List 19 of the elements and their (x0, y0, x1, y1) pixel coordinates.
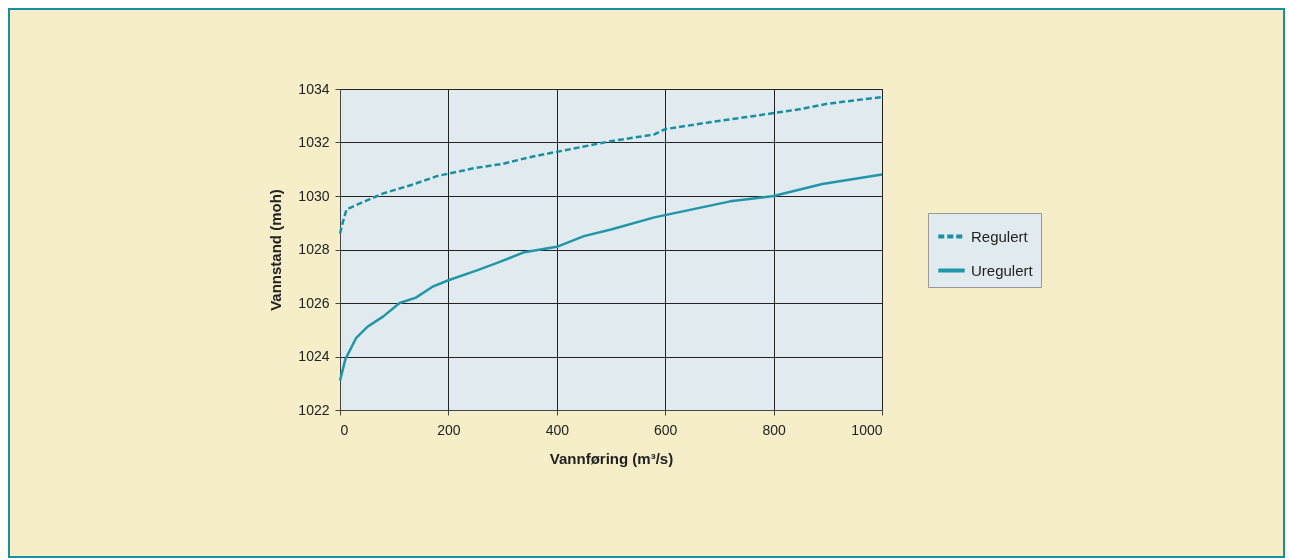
y-tick-label: 1034 (298, 80, 330, 97)
x-tick-label: 1000 (851, 421, 883, 438)
x-axis-title: Vannføring (m³/s) (549, 449, 674, 467)
y-axis-title: Vannstand (moh) (267, 189, 285, 311)
x-tick-label: 200 (437, 421, 461, 438)
x-tick-label: 0 (340, 421, 349, 438)
x-tick-label: 600 (654, 421, 678, 438)
legend-label: Regulert (971, 227, 1029, 245)
x-tick-label: 800 (762, 421, 786, 438)
y-tick-label: 1022 (298, 401, 330, 418)
y-tick-label: 1024 (298, 348, 330, 364)
legend-label: Uregulert (971, 261, 1034, 279)
line-series (338, 173, 884, 382)
y-tick-label: 1028 (298, 241, 330, 257)
x-tick-label: 400 (545, 421, 570, 438)
y-tick-label: 1032 (298, 134, 330, 150)
y-tick-label: 1030 (298, 187, 330, 204)
line-series (338, 95, 884, 235)
y-tick-label: 1026 (298, 294, 330, 311)
